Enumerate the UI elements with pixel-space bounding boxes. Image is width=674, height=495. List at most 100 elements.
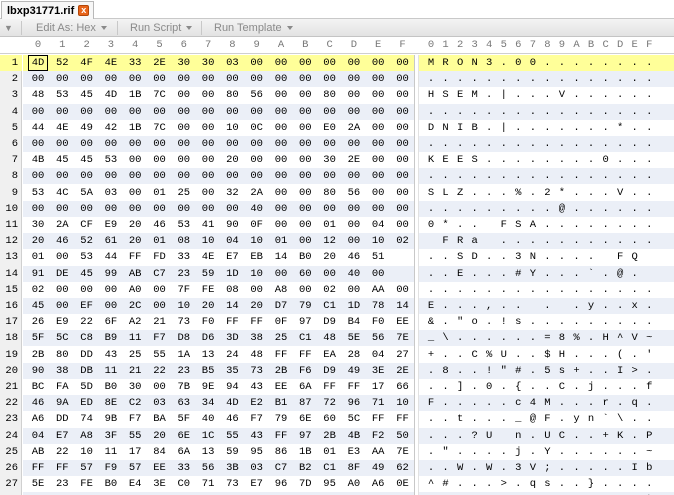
hex-byte[interactable]: 34 (201, 397, 215, 410)
ascii-char[interactable]: . (558, 397, 566, 410)
ascii-char[interactable]: ` (587, 267, 595, 280)
hex-byte[interactable]: 13 (201, 445, 215, 458)
ascii-char[interactable]: U (500, 348, 507, 361)
ascii-char[interactable]: . (631, 348, 638, 361)
ascii-char[interactable]: . (427, 283, 435, 296)
ascii-char[interactable]: N (471, 57, 478, 69)
ascii-char[interactable]: . (544, 219, 551, 231)
ascii-char[interactable]: . (500, 235, 507, 248)
ascii-char[interactable]: . (616, 138, 624, 150)
ascii-char[interactable]: W (456, 462, 464, 474)
hex-byte[interactable]: 52 (80, 235, 93, 248)
hex-byte[interactable]: EE (396, 316, 409, 329)
ascii-char[interactable]: . (616, 219, 624, 231)
ascii-char[interactable]: . (427, 138, 435, 150)
hex-byte[interactable]: 57 (128, 462, 142, 474)
hex-byte[interactable]: B0 (104, 478, 118, 491)
ascii-char[interactable]: ^ (616, 332, 624, 345)
hex-byte[interactable]: 08 (226, 283, 239, 296)
ascii-char[interactable]: . (646, 235, 653, 248)
hex-row[interactable]: 22 46 9A ED 8E C2 03 63 34 4D E2 B1 87 72 96 71 10 F.....… (0, 395, 674, 412)
hex-row[interactable]: 13 01 00 53 44 FF FD 33 4E E7 EB 14 B0 20 46 51.. S D.. 3 N… (0, 249, 674, 265)
hex-byte[interactable]: F0 (371, 316, 385, 329)
ascii-char[interactable]: @ (529, 413, 536, 426)
hex-byte[interactable]: E7 (226, 251, 239, 264)
ascii-char[interactable]: . (544, 105, 551, 118)
ascii-char[interactable]: . (544, 202, 551, 215)
hex-byte[interactable]: 6E (298, 413, 312, 426)
ascii-char[interactable]: . (486, 267, 493, 280)
hex-byte[interactable]: AA (371, 283, 385, 296)
hex-bytes[interactable]: 5E 23 FE B0 E4 3E C0 71 73 E7 96 7D 95 A0 A6 0E (23, 476, 414, 492)
hex-byte[interactable]: 33 (177, 251, 191, 264)
ascii-char[interactable]: . (486, 186, 493, 199)
ascii-char[interactable]: . (456, 348, 464, 361)
hex-byte[interactable]: F2 (371, 429, 385, 442)
hex-byte[interactable]: E9 (104, 219, 118, 231)
hex-byte[interactable]: 9E (201, 381, 215, 393)
ascii-char[interactable]: . (529, 73, 536, 86)
ascii-char[interactable]: @ (616, 267, 624, 280)
hex-byte[interactable]: 62 (396, 462, 409, 474)
ascii-char[interactable]: . (456, 429, 464, 442)
hex-byte[interactable]: 00 (371, 138, 385, 150)
hex-byte[interactable]: 45 (31, 300, 45, 312)
ascii-char[interactable]: . (558, 445, 566, 458)
hex-byte[interactable]: 41 (201, 219, 215, 231)
hex-byte[interactable]: 45 (55, 154, 69, 167)
hex-byte[interactable]: 00 (226, 73, 239, 86)
hex-byte[interactable]: 00 (31, 105, 45, 118)
hex-byte[interactable]: 00 (250, 154, 263, 167)
hex-row[interactable]: 18 5F 5C C8 B9 11 F7 D8 D6 3D 38 25 C1 48 5E 56 7E _ \....… (0, 330, 674, 347)
hex-byte[interactable]: 3F (104, 429, 118, 442)
hex-byte[interactable]: 00 (153, 138, 166, 150)
ascii-char[interactable]: . (515, 332, 522, 345)
hex-row[interactable]: 20 90 38 DB 11 21 22 23 B5 35 73 2B F6 D9 49 3E 2E. 8..! "… (0, 362, 674, 379)
ascii-char[interactable]: . (602, 138, 609, 150)
hex-byte[interactable]: 00 (177, 89, 191, 102)
hex-bytes[interactable]: 46 9A ED 8E C2 03 63 34 4D E2 B1 87 72 96 71 10 (23, 395, 414, 412)
ascii-char[interactable]: U (544, 429, 551, 442)
ascii-char[interactable]: . (587, 397, 595, 410)
ascii-char[interactable]: . (471, 478, 478, 491)
hex-byte[interactable]: 49 (347, 364, 361, 377)
ascii-char[interactable]: . (602, 300, 609, 312)
ascii-char[interactable]: . (646, 283, 653, 296)
ascii-char[interactable]: @ (558, 202, 566, 215)
hex-byte[interactable]: 00 (274, 121, 288, 134)
ascii-char[interactable]: . (587, 138, 595, 150)
ascii-char[interactable]: . (500, 462, 507, 474)
hex-bytes[interactable]: BC FA 5D B0 30 00 7B 9E 94 43 EE 6A FF FF 17 66 (23, 379, 414, 395)
ascii-char[interactable]: . (602, 202, 609, 215)
hex-bytes[interactable]: 26 E9 22 6F A2 21 73 F0 FF FF 0F 97 D9 B4 F0 EE (23, 314, 414, 330)
hex-row[interactable]: 16 45 00 EF 00 2C 00 10 20 14 20 D7 79 C1 1D 78 14 E...,.… (0, 298, 674, 314)
ascii-char[interactable]: . (427, 445, 435, 458)
hex-byte[interactable]: 00 (128, 73, 142, 86)
hex-byte[interactable]: 00 (104, 170, 118, 183)
hex-byte[interactable]: 22 (55, 445, 69, 458)
ascii-char[interactable]: . (631, 429, 638, 442)
hex-byte[interactable]: EF (80, 300, 93, 312)
ascii-char[interactable]: . (471, 381, 478, 393)
ascii-char[interactable]: . (602, 316, 609, 329)
hex-bytes[interactable]: A6 DD 74 9B F7 BA 5F 40 46 F7 79 6E 60 5C FF FF (23, 411, 414, 427)
ascii-char[interactable]: C (471, 348, 478, 361)
hex-byte[interactable]: BA (153, 413, 166, 426)
ascii-char[interactable]: . (442, 73, 449, 86)
hex-byte[interactable]: 25 (274, 332, 288, 345)
hex-bytes[interactable]: AB 22 10 11 17 84 6A 13 59 95 86 1B 01 E3 AA 7E (23, 444, 414, 460)
ascii-char[interactable]: . (471, 364, 478, 377)
hex-byte[interactable]: B5 (201, 364, 215, 377)
hex-byte[interactable]: 8E (104, 397, 118, 410)
hex-row[interactable]: 6 00 00 00 00 00 00 00 00 00 00 00 00 00 00 00 00.......… (0, 136, 674, 152)
hex-bytes[interactable]: 48 53 45 4D 1B 7C 00 00 80 56 00 00 80 00 00 00 (23, 87, 414, 103)
hex-editor-view[interactable]: 1 4D 52 4F 4E 33 2E 30 30 03 00 00 00 00 00 00 00 M R O N 3. 0… (0, 55, 674, 495)
ascii-char[interactable]: . (573, 316, 580, 329)
hex-byte[interactable]: AB (31, 445, 45, 458)
ascii-char[interactable]: ; (544, 462, 551, 474)
ascii-char[interactable]: . (558, 478, 566, 491)
ascii-char[interactable]: . (573, 57, 580, 69)
hex-byte[interactable]: 01 (153, 235, 166, 248)
ascii-char[interactable]: V (529, 462, 536, 474)
